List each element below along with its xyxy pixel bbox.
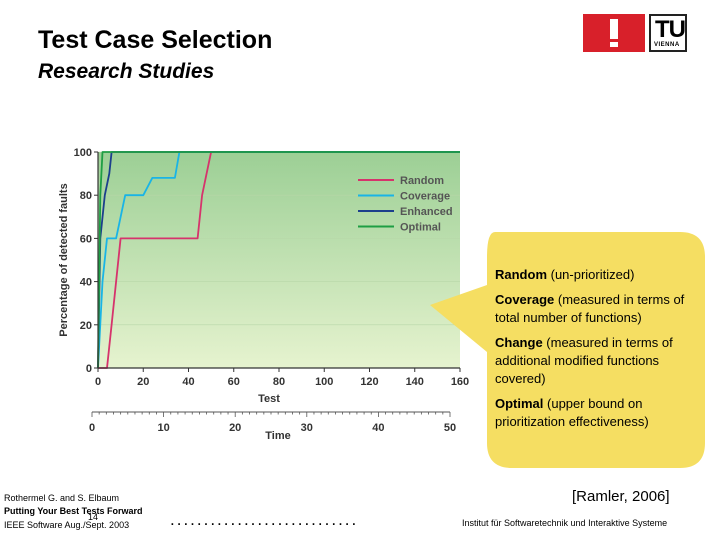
time-tick-label: 40 — [372, 422, 384, 434]
slide-title: Test Case Selection — [38, 26, 273, 54]
y-tick-label: 60 — [80, 233, 92, 245]
x-tick-label: 0 — [95, 376, 101, 388]
footer-institute: Institut für Softwaretechnik und Interak… — [462, 518, 668, 528]
x-tick-label: 60 — [228, 376, 240, 388]
series-line-optimal — [97, 151, 460, 369]
logo-exclamation-dot — [610, 42, 618, 47]
legend: Random Coverage Enhanced Optimal — [358, 175, 453, 234]
time-tick-label: 50 — [444, 422, 456, 434]
citation: [Ramler, 2006] — [572, 488, 670, 505]
logo-tu-text: TU — [655, 16, 686, 43]
footer-dots: ............................ — [170, 510, 359, 529]
logo-box: TU VIENNA — [649, 14, 687, 52]
time-tick-label: 10 — [157, 422, 169, 434]
y-tick-label: 100 — [74, 147, 92, 159]
time-tick-label: 20 — [229, 422, 241, 434]
legend-label: Coverage — [400, 191, 450, 203]
callout-item-change: Change (measured in terms of additional … — [495, 334, 695, 388]
time-axis-title: Time — [265, 430, 290, 442]
reference-paper: Putting Your Best Tests Forward — [4, 506, 143, 516]
logo-vienna-text: VIENNA — [654, 42, 680, 48]
tu-vienna-logo: TU VIENNA — [583, 14, 687, 52]
y-tick-label: 80 — [80, 190, 92, 202]
x-tick-label: 80 — [273, 376, 285, 388]
x-axis-title: Test — [258, 393, 280, 405]
y-tick-label: 0 — [86, 363, 92, 375]
callout-item-optimal: Optimal (upper bound on prioritization e… — [495, 395, 695, 431]
x-tick-label: 40 — [182, 376, 194, 388]
series-line-coverage — [97, 151, 460, 369]
y-axis-title: Percentage of detected faults — [58, 183, 70, 336]
plot-background — [98, 152, 460, 368]
callout-item-coverage: Coverage (measured in terms of total num… — [495, 291, 695, 327]
callout-term: Random — [495, 267, 547, 282]
x-tick-label: 100 — [315, 376, 333, 388]
reference-venue: IEEE Software Aug./Sept. 2003 — [4, 520, 130, 530]
callout-term: Coverage — [495, 292, 555, 307]
callout-desc: (measured in terms of additional modifie… — [495, 335, 673, 386]
time-tick-label: 0 — [89, 422, 95, 434]
callout-term: Change — [495, 335, 543, 350]
legend-label: Enhanced — [400, 206, 453, 218]
page-number: 14 — [88, 512, 99, 522]
x-tick-label: 20 — [137, 376, 149, 388]
logo-exclamation-bar — [610, 19, 618, 39]
x-tick-label: 160 — [451, 376, 469, 388]
callout-desc: (measured in terms of total number of fu… — [495, 292, 685, 325]
legend-label: Random — [400, 175, 444, 187]
y-tick-label: 40 — [80, 277, 92, 289]
slide-subtitle: Research Studies — [38, 60, 215, 83]
callout-term: Optimal — [495, 396, 544, 411]
callout-desc: (un-prioritized) — [547, 267, 635, 282]
legend-label: Optimal — [400, 222, 441, 234]
x-tick-label: 140 — [406, 376, 424, 388]
series-layer — [97, 151, 460, 369]
callout-desc: (upper bound on prioritization effective… — [495, 396, 649, 429]
x-tick-label: 120 — [360, 376, 378, 388]
callout-item-random: Random (un-prioritized) — [495, 266, 695, 284]
reference-authors: Rothermel G. and S. Elbaum — [4, 493, 120, 503]
y-tick-label: 20 — [80, 320, 92, 332]
time-tick-label: 30 — [301, 422, 313, 434]
callout-bubble — [430, 232, 705, 468]
callout-text: Random (un-prioritized) Coverage (measur… — [495, 266, 695, 438]
series-line-random — [98, 151, 460, 369]
